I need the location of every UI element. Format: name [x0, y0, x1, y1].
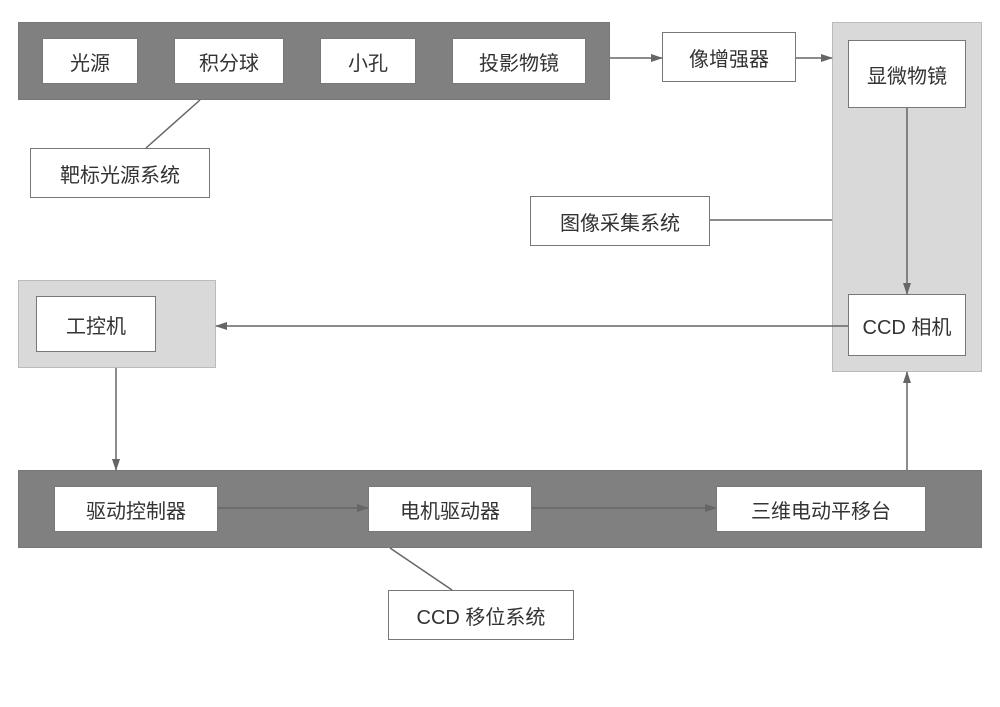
node-microscope_obj: 显微物镜: [848, 40, 966, 108]
node-integrating_sphere: 积分球: [174, 38, 284, 84]
edge-target_light_lbl-to-target_light_group: [146, 100, 200, 148]
node-pinhole: 小孔: [320, 38, 416, 84]
node-image_intensifier: 像增强器: [662, 32, 796, 82]
node-projection_lens: 投影物镜: [452, 38, 586, 84]
node-ccd_camera: CCD 相机: [848, 294, 966, 356]
node-motor_driver: 电机驱动器: [368, 486, 532, 532]
node-ccd_shift_lbl: CCD 移位系统: [388, 590, 574, 640]
node-target_light_lbl: 靶标光源系统: [30, 148, 210, 198]
node-ipc: 工控机: [36, 296, 156, 352]
edge-ccd_shift_lbl-to-ccd_shift_group: [390, 548, 452, 590]
node-drive_controller: 驱动控制器: [54, 486, 218, 532]
node-light_source: 光源: [42, 38, 138, 84]
node-image_acq_lbl: 图像采集系统: [530, 196, 710, 246]
node-xyz_stage: 三维电动平移台: [716, 486, 926, 532]
